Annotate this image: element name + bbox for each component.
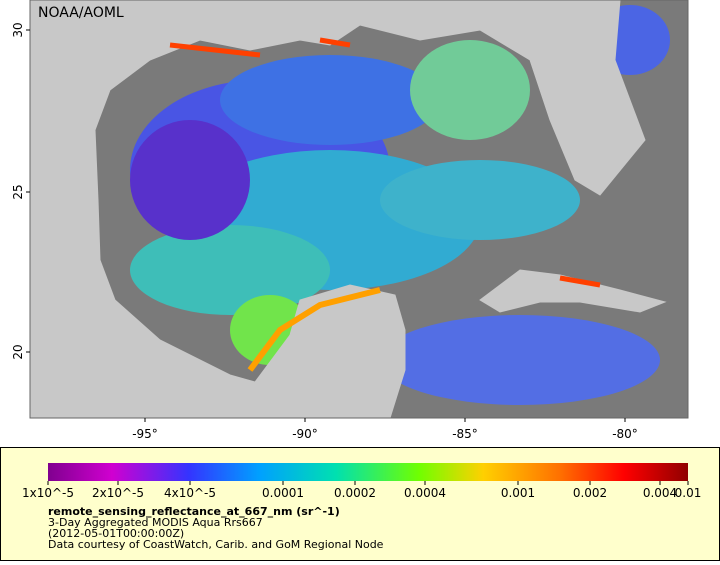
colorbar-label: 0.0002 xyxy=(334,486,376,500)
map-area xyxy=(30,0,688,418)
map-frame xyxy=(29,0,689,419)
lon-tick-label: -80° xyxy=(612,427,638,441)
high-reflectance-coast xyxy=(247,287,381,372)
watermark: NOAA/AOML xyxy=(38,5,124,21)
colorbar-label: 0.0004 xyxy=(404,486,446,500)
colorbar-label: 1x10^-5 xyxy=(22,486,74,500)
colorbar-label: 2x10^-5 xyxy=(92,486,144,500)
lat-tick-label: 25 xyxy=(11,184,25,199)
lon-tick-label: -90° xyxy=(292,427,318,441)
description: 3-Day Aggregated MODIS Aqua Rrs667 xyxy=(48,516,263,529)
lon-tick-label: -85° xyxy=(452,427,478,441)
lon-tick-label: -95° xyxy=(132,427,158,441)
lat-tick-label: 20 xyxy=(11,344,25,359)
credit: Data courtesy of CoastWatch, Carib. and … xyxy=(48,538,384,551)
colorbar-label: 0.004 xyxy=(643,486,677,500)
time: (2012-05-01T00:00:00Z) xyxy=(48,527,184,540)
colorbar xyxy=(48,463,688,481)
high-reflectance-coast xyxy=(169,37,601,288)
colorbar-label: 0.001 xyxy=(501,486,535,500)
reflectance-field xyxy=(130,5,670,405)
colorbar-label: 4x10^-5 xyxy=(164,486,216,500)
variable-name: remote_sensing_reflectance_at_667_nm (sr… xyxy=(48,505,340,518)
lat-tick-label: 30 xyxy=(11,22,25,37)
colorbar-label: 0.0001 xyxy=(262,486,304,500)
colorbar-label: 0.002 xyxy=(573,486,607,500)
colorbar-label: 0.01 xyxy=(675,486,702,500)
land xyxy=(30,0,667,418)
